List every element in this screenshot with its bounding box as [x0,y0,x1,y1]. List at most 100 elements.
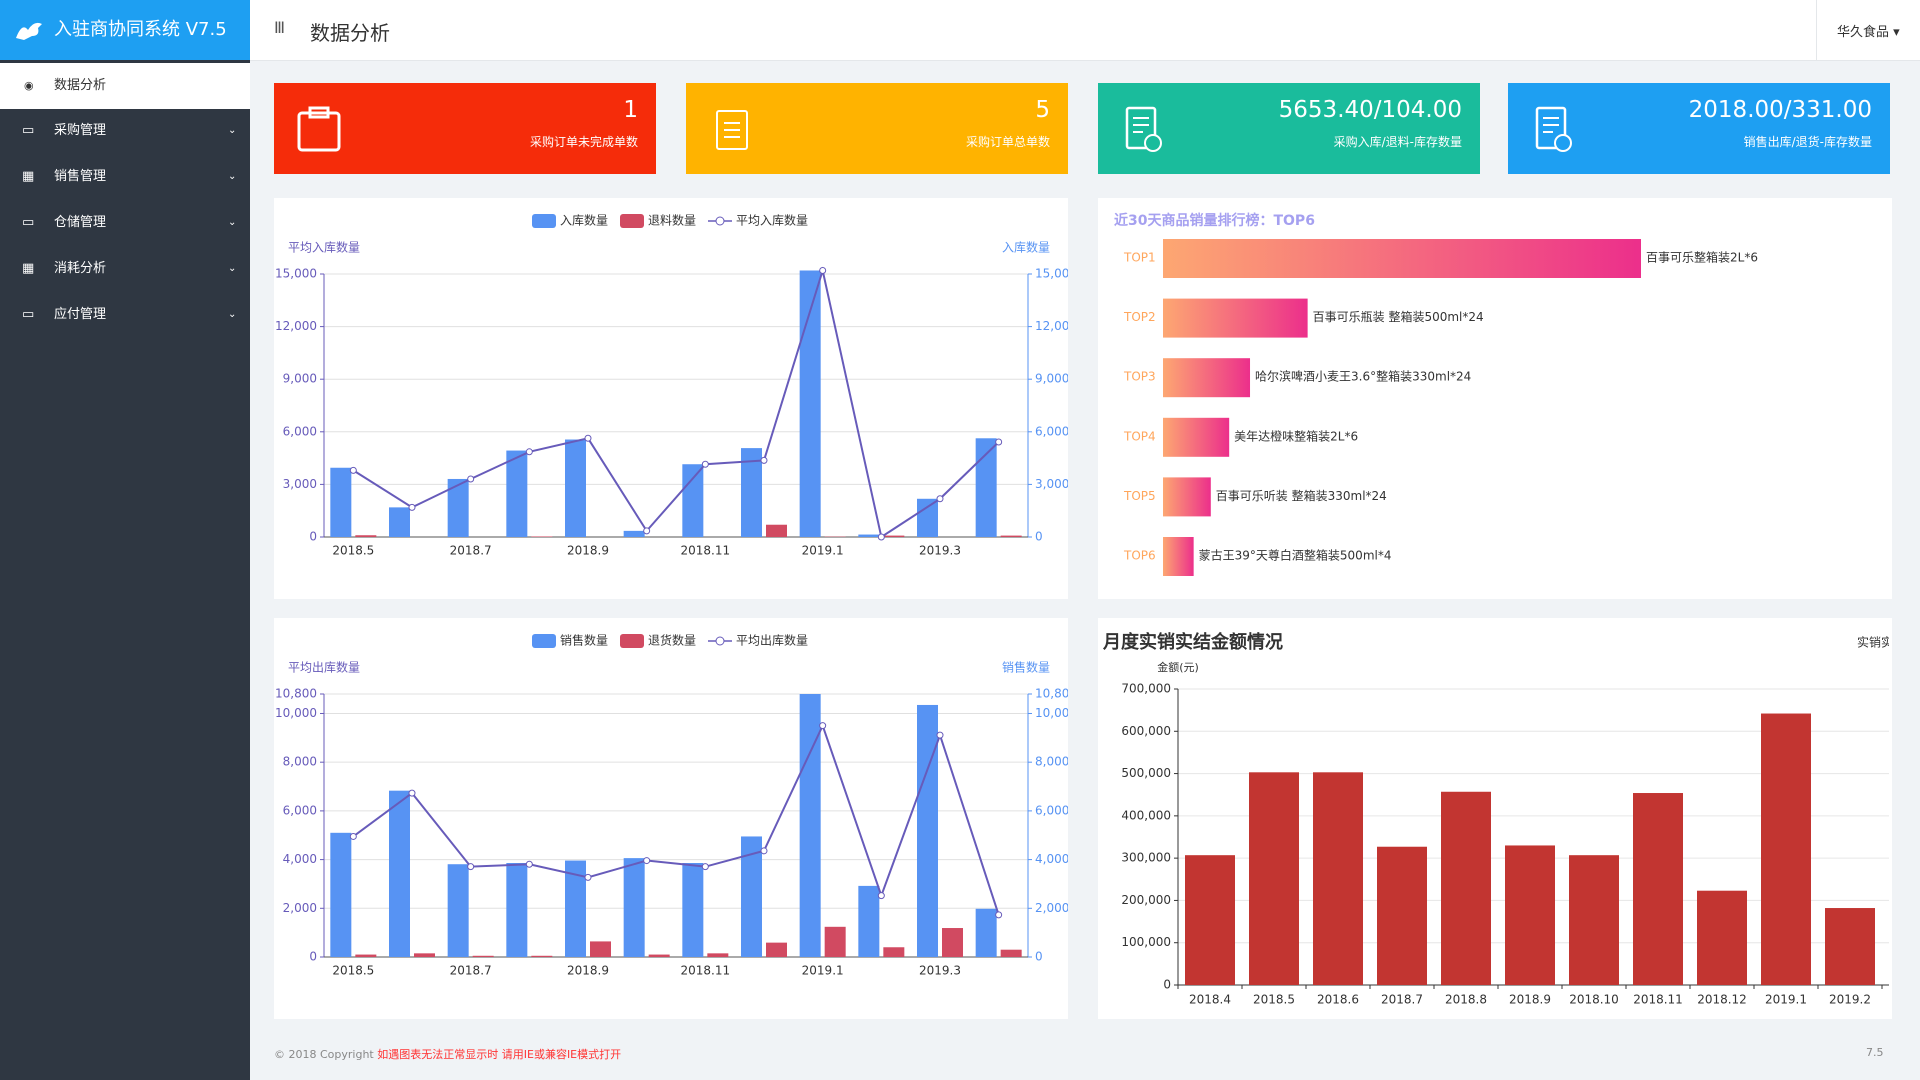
point [349,832,357,840]
y2-axis-title: 入库数量 [1002,240,1050,255]
user-menu[interactable]: 华久食品 ▾ [1837,25,1900,40]
version: 7.5 [1866,1046,1884,1059]
menu-toggle[interactable]: Ⅲ [274,18,286,37]
y-tick-label: 15,000 [275,267,317,281]
y2-tick-label: 10,800 [1035,687,1068,701]
brand-text: 入驻商协同系统 V7.5 [54,19,227,40]
y-axis-title: 金额(元) [1157,660,1199,674]
panel: 0 3,000 6,000 9,000 12,000 15,000 0 3,000 6,000 9… [274,198,1077,599]
rank-label: TOP4 [1123,429,1156,443]
x-tick-label: 2019.1 [802,544,844,558]
bar [472,955,494,957]
x-tick-label: 2018.7 [450,964,492,978]
bar [1633,793,1683,985]
menu-item[interactable]: ◉ 数据分析 [0,63,250,109]
item-label: 美年达橙味整箱装2L*6 [1234,428,1358,443]
y-tick-label: 200,000 [1121,893,1171,907]
legend-label: 销售数量 [560,633,608,648]
point [643,527,651,535]
footer: © 2018 Copyright 如遇图表无法正常显示时 请用IE或兼容IE模式… [274,1046,621,1062]
x-tick-label: 2018.12 [1697,993,1747,1007]
menu-label: 仓储管理 [54,215,107,230]
bar [648,954,670,957]
point [760,456,768,464]
y2-tick-label: 2,000 [1035,901,1068,915]
menu-item[interactable]: ▭ 仓储管理 ⌄ [0,200,250,246]
x-tick-label: 2018.11 [1633,993,1683,1007]
bar [1249,772,1299,985]
point [349,466,357,474]
item-label: 百事可乐整箱装2L*6 [1646,250,1758,265]
point [877,533,885,541]
brand[interactable]: 入驻商协同系统 V7.5 [0,0,250,60]
bar [355,954,377,957]
x-tick-label: 2018.4 [1189,993,1231,1007]
point [584,873,592,881]
bar [682,863,704,957]
y2-tick-label: 12,000 [1035,319,1068,333]
y-tick-label: 4,000 [283,852,317,866]
card-icon [1535,106,1572,152]
stat-card: 2018.00/331.00 销售出库/退货-库存数量 [1508,83,1890,174]
chart-title: 近30天商品销量排行榜：TOP6 [1114,212,1315,229]
card-icon [1125,106,1162,152]
bar [1761,713,1811,985]
menu-label: 消耗分析 [54,261,107,276]
bar [506,863,528,957]
bar [1163,477,1211,517]
y-tick-label: 700,000 [1121,682,1171,696]
logo [16,22,42,40]
legend-label: 退货数量 [648,633,696,648]
point [936,731,944,739]
panel: 近30天商品销量排行榜：TOP6 TOP1 百事可乐整箱装2L*6 TOP2 百事可乐瓶… [1098,198,1892,599]
bar [1163,358,1251,398]
menu-item[interactable]: ▦ 销售管理 ⌄ [0,154,250,200]
x-tick-label: 2018.11 [681,964,731,978]
rank-label: TOP2 [1123,310,1156,324]
y2-tick-label: 10,000 [1035,706,1068,720]
bar [565,860,586,957]
bar [623,858,645,957]
x-tick-label: 2019.3 [919,964,961,978]
menu-item[interactable]: ▭ 采购管理 ⌄ [0,108,250,154]
y2-tick-label: 6,000 [1035,803,1068,817]
bar [1163,298,1308,338]
bar [1569,855,1619,985]
point [819,722,827,730]
x-tick-label: 2018.5 [1253,993,1295,1007]
bar [565,439,586,537]
legend-marker [715,216,725,226]
point [584,434,592,442]
panel: 月度实销实结金额情况 金额(元) 0 100,000 200,000 300,000 400… [1098,618,1920,1019]
y-tick-label: 6,000 [283,803,317,817]
bar [858,534,880,537]
y-tick-label: 10,000 [275,706,317,720]
legend-label: 实销实 [1857,635,1889,650]
chart: 0 2,000 4,000 6,000 8,000 10,000 10,800 0 2,000 4… [275,633,1077,978]
bar [858,885,880,957]
menu-item[interactable]: ▦ 消耗分析 ⌄ [0,246,250,292]
bar [766,524,787,537]
y-tick-label: 0 [1163,978,1171,992]
bar [414,953,435,957]
item-label: 百事可乐瓶装 整箱装500ml*24 [1313,309,1484,324]
y2-tick-label: 0 [1035,530,1043,544]
point [525,860,533,868]
bar [799,270,821,537]
point [701,863,709,871]
rank-label: TOP6 [1123,549,1156,563]
item-label: 百事可乐听装 整箱装330ml*24 [1216,488,1387,503]
x-tick-label: 2018.9 [567,544,609,558]
x-tick-label: 2019.3 [919,544,961,558]
menu-item[interactable]: ▭ 应付管理 ⌄ [0,292,250,338]
bar [1163,537,1194,576]
x-tick-label: 2018.7 [450,544,492,558]
rank-label: TOP3 [1123,370,1156,384]
y-tick-label: 300,000 [1121,851,1171,865]
point [760,847,768,855]
y-tick-label: 400,000 [1121,808,1171,822]
bar [1505,845,1555,985]
y-tick-label: 500,000 [1121,766,1171,780]
legend-label: 入库数量 [560,213,608,228]
